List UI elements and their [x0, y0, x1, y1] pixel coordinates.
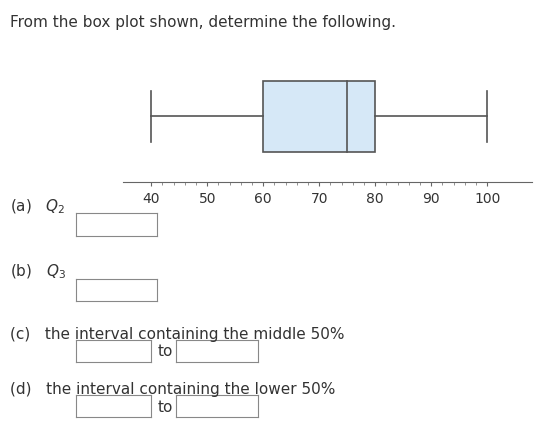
Text: (c)   the interval containing the middle 50%: (c) the interval containing the middle 5… [10, 326, 344, 341]
Bar [263, 82, 375, 153]
Text: to: to [158, 344, 173, 358]
Text: to: to [158, 399, 173, 414]
Text: (d)   the interval containing the lower 50%: (d) the interval containing the lower 50… [10, 381, 335, 396]
Text: (a)   $Q_2$: (a) $Q_2$ [10, 197, 66, 215]
Text: (b)   $Q_3$: (b) $Q_3$ [10, 262, 66, 280]
Text: From the box plot shown, determine the following.: From the box plot shown, determine the f… [10, 15, 396, 30]
